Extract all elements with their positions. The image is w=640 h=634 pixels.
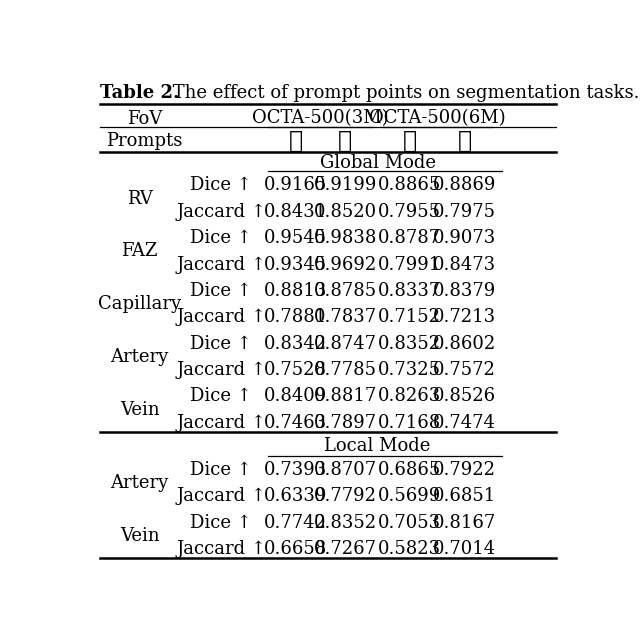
- Text: 0.7922: 0.7922: [433, 461, 496, 479]
- Text: 0.7881: 0.7881: [264, 308, 328, 327]
- Text: 0.8337: 0.8337: [378, 282, 442, 300]
- Text: Dice ↑: Dice ↑: [191, 229, 252, 247]
- Text: 0.8817: 0.8817: [314, 387, 377, 405]
- Text: 0.8602: 0.8602: [433, 335, 496, 353]
- Text: Jaccard ↑: Jaccard ↑: [177, 414, 266, 432]
- Text: 0.7785: 0.7785: [314, 361, 377, 379]
- Text: Local Mode: Local Mode: [324, 437, 431, 455]
- Text: Jaccard ↑: Jaccard ↑: [177, 361, 266, 379]
- Text: 0.9165: 0.9165: [264, 176, 328, 195]
- Text: 0.7991: 0.7991: [378, 256, 442, 273]
- Text: 0.8263: 0.8263: [378, 387, 442, 405]
- Text: 0.7792: 0.7792: [314, 488, 377, 505]
- Text: Artery: Artery: [110, 474, 169, 492]
- Text: Jaccard ↑: Jaccard ↑: [177, 540, 266, 558]
- Text: RV: RV: [127, 190, 152, 207]
- Text: 0.8379: 0.8379: [433, 282, 496, 300]
- Text: Vein: Vein: [120, 401, 159, 418]
- Text: 0.8785: 0.8785: [314, 282, 377, 300]
- Text: 0.7837: 0.7837: [314, 308, 377, 327]
- Text: Jaccard ↑: Jaccard ↑: [177, 308, 266, 327]
- Text: 0.8787: 0.8787: [378, 229, 442, 247]
- Text: 0.8342: 0.8342: [264, 335, 327, 353]
- Text: 0.7325: 0.7325: [378, 361, 442, 379]
- Text: 0.9545: 0.9545: [264, 229, 327, 247]
- Text: ✓: ✓: [458, 129, 472, 153]
- Text: Capillary: Capillary: [98, 295, 181, 313]
- Text: Global Mode: Global Mode: [319, 154, 436, 172]
- Text: 0.7393: 0.7393: [264, 461, 328, 479]
- Text: Dice ↑: Dice ↑: [191, 176, 252, 195]
- Text: Table 2.: Table 2.: [100, 84, 179, 102]
- Text: Dice ↑: Dice ↑: [191, 282, 252, 300]
- Text: 0.7528: 0.7528: [264, 361, 327, 379]
- Text: 0.7213: 0.7213: [433, 308, 496, 327]
- Text: OCTA-500(6M): OCTA-500(6M): [369, 110, 506, 127]
- Text: Vein: Vein: [120, 527, 159, 545]
- Text: Artery: Artery: [110, 348, 169, 366]
- Text: Dice ↑: Dice ↑: [191, 514, 252, 532]
- Text: Jaccard ↑: Jaccard ↑: [177, 488, 266, 505]
- Text: 0.7897: 0.7897: [314, 414, 377, 432]
- Text: 0.7053: 0.7053: [378, 514, 442, 532]
- Text: 0.6865: 0.6865: [378, 461, 442, 479]
- Text: 0.8526: 0.8526: [433, 387, 496, 405]
- Text: Jaccard ↑: Jaccard ↑: [177, 256, 266, 273]
- Text: 0.7014: 0.7014: [433, 540, 496, 558]
- Text: FoV: FoV: [127, 110, 162, 127]
- Text: 0.8473: 0.8473: [433, 256, 496, 273]
- Text: 0.7742: 0.7742: [264, 514, 327, 532]
- Text: 0.9838: 0.9838: [314, 229, 377, 247]
- Text: 0.9345: 0.9345: [264, 256, 327, 273]
- Text: 0.8520: 0.8520: [314, 203, 377, 221]
- Text: 0.9199: 0.9199: [314, 176, 377, 195]
- Text: 0.6339: 0.6339: [264, 488, 328, 505]
- Text: OCTA-500(3M): OCTA-500(3M): [252, 110, 389, 127]
- Text: 0.8707: 0.8707: [314, 461, 377, 479]
- Text: Dice ↑: Dice ↑: [191, 335, 252, 353]
- Text: 0.8352: 0.8352: [314, 514, 377, 532]
- Text: 0.8352: 0.8352: [378, 335, 442, 353]
- Text: 0.7168: 0.7168: [378, 414, 442, 432]
- Text: Jaccard ↑: Jaccard ↑: [177, 203, 266, 221]
- Text: 0.7152: 0.7152: [378, 308, 442, 327]
- Text: Dice ↑: Dice ↑: [191, 461, 252, 479]
- Text: 0.9692: 0.9692: [314, 256, 377, 273]
- Text: 0.7975: 0.7975: [433, 203, 496, 221]
- Text: Prompts: Prompts: [106, 131, 182, 150]
- Text: ✓: ✓: [339, 129, 353, 153]
- Text: 0.7955: 0.7955: [378, 203, 442, 221]
- Text: Dice ↑: Dice ↑: [191, 387, 252, 405]
- Text: 0.9073: 0.9073: [433, 229, 496, 247]
- Text: 0.7572: 0.7572: [433, 361, 496, 379]
- Text: 0.7267: 0.7267: [314, 540, 377, 558]
- Text: 0.7463: 0.7463: [264, 414, 327, 432]
- Text: 0.6851: 0.6851: [433, 488, 496, 505]
- Text: 0.5823: 0.5823: [378, 540, 442, 558]
- Text: FAZ: FAZ: [121, 242, 158, 261]
- Text: 0.7474: 0.7474: [433, 414, 496, 432]
- Text: 0.5699: 0.5699: [378, 488, 442, 505]
- Text: 0.8865: 0.8865: [378, 176, 442, 195]
- Text: 0.8167: 0.8167: [433, 514, 496, 532]
- Text: ✗: ✗: [289, 129, 303, 153]
- Text: 0.8813: 0.8813: [264, 282, 328, 300]
- Text: 0.8431: 0.8431: [264, 203, 328, 221]
- Text: 0.6658: 0.6658: [264, 540, 328, 558]
- Text: 0.8409: 0.8409: [264, 387, 328, 405]
- Text: The effect of prompt points on segmentation tasks.: The effect of prompt points on segmentat…: [167, 84, 639, 102]
- Text: ✗: ✗: [403, 129, 417, 153]
- Text: 0.8869: 0.8869: [433, 176, 496, 195]
- Text: 0.8747: 0.8747: [314, 335, 377, 353]
